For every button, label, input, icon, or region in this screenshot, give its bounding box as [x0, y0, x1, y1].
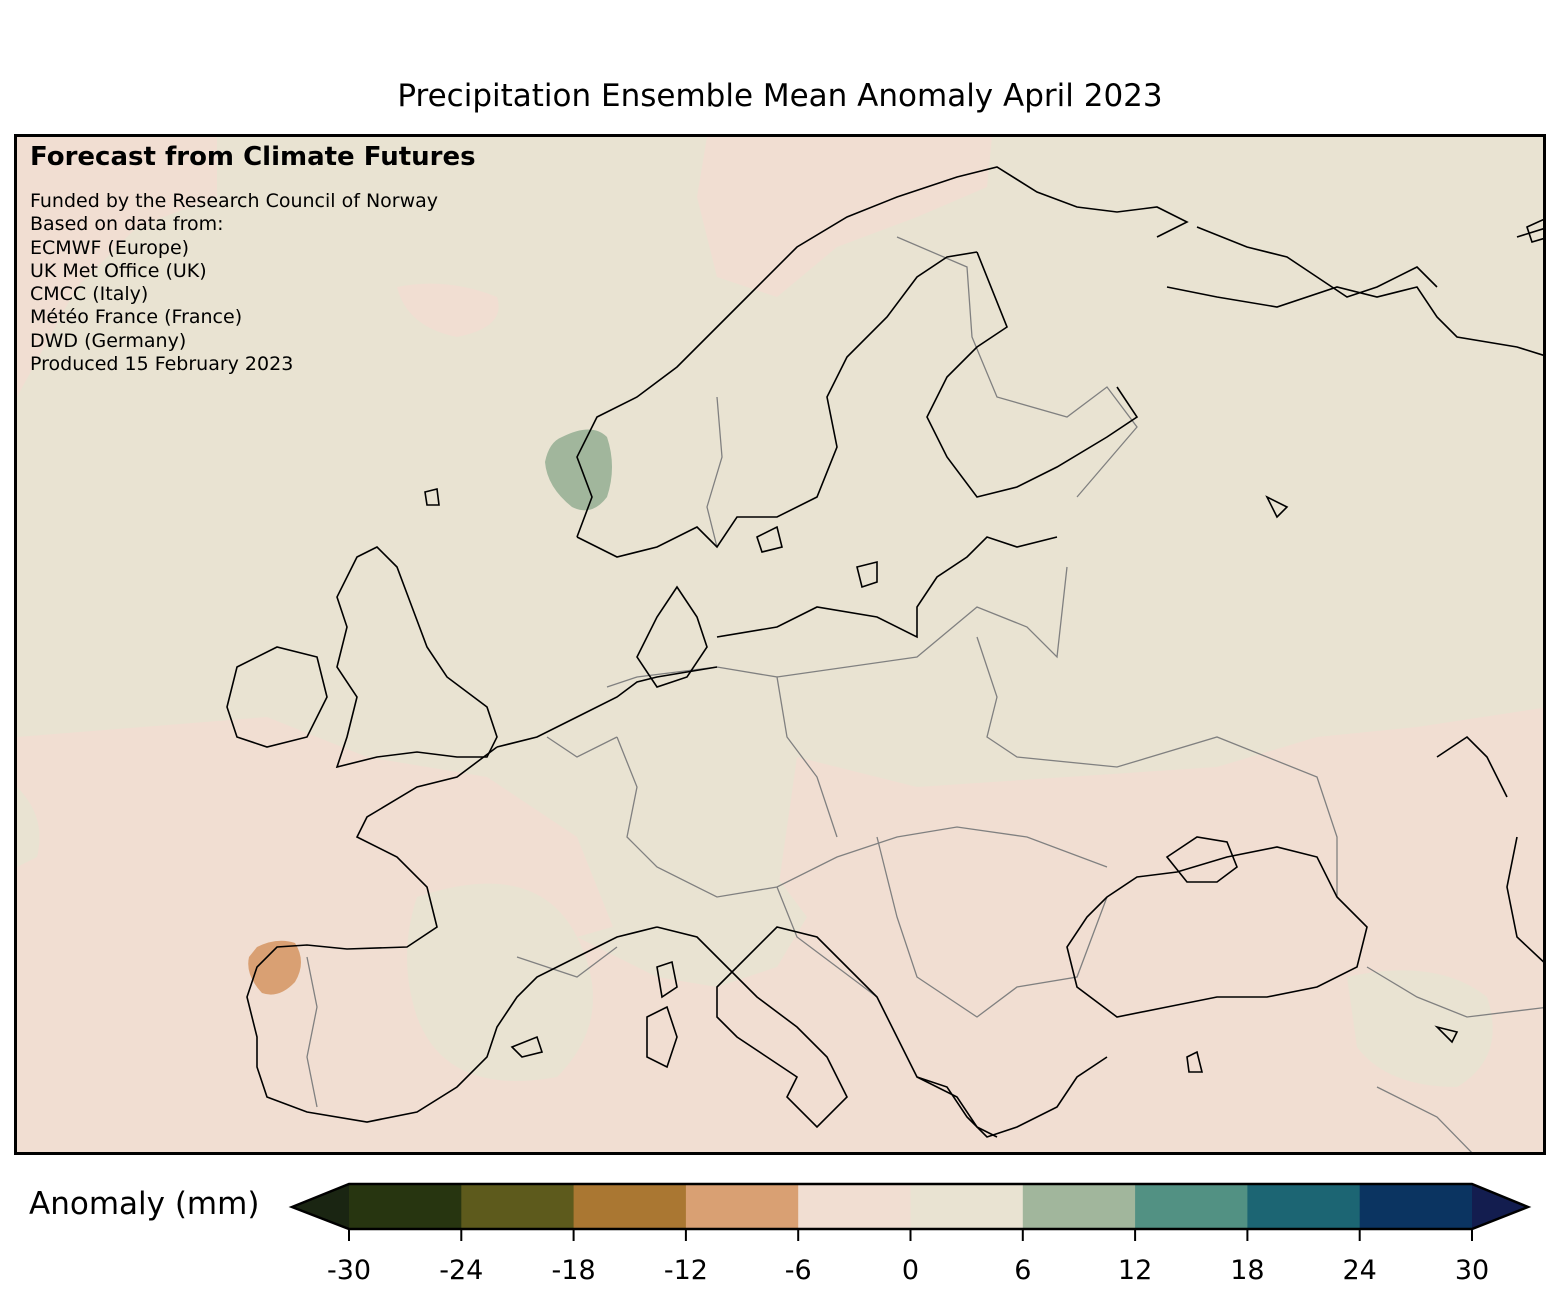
- neutral-iberia-interior: [407, 883, 593, 1081]
- wet-anomaly-norway: [545, 429, 612, 511]
- colorbar-segment: [685, 1184, 799, 1229]
- colorbar-segment: [1022, 1184, 1136, 1229]
- colorbar-segment: [910, 1184, 1024, 1229]
- colorbar-tick-label: -12: [663, 1255, 708, 1286]
- neutral-caucasus: [1347, 970, 1493, 1087]
- dry-anomaly-galicia: [248, 940, 301, 995]
- colorbar-ticks: [348, 1229, 1473, 1241]
- colorbar-tick-label: 6: [1014, 1255, 1032, 1286]
- neutral-alps: [577, 877, 807, 987]
- colorbar-tick-label: 30: [1454, 1255, 1490, 1286]
- credits-line: ECMWF (Europe): [30, 236, 190, 259]
- map-canvas: [17, 137, 1543, 1152]
- coastlines: [226, 166, 1543, 1138]
- colorbar-tick-label: 24: [1342, 1255, 1377, 1286]
- colorbar-tick-label: 0: [901, 1255, 920, 1286]
- colorbar-segment: [1135, 1184, 1248, 1229]
- credits-line: Météo France (France): [30, 306, 243, 329]
- colorbar-extend-high: [1472, 1184, 1528, 1229]
- credits-block: Forecast from Climate Futures Funded by …: [30, 142, 476, 376]
- colorbar-tick-label: -30: [326, 1255, 372, 1286]
- colorbar-tick-label: -18: [551, 1255, 596, 1286]
- chart-title: Precipitation Ensemble Mean Anomaly Apri…: [397, 78, 1163, 114]
- colorbar-segment: [573, 1184, 687, 1229]
- dry-zone-patch: [397, 283, 499, 337]
- colorbar-label: Anomaly (mm): [29, 1186, 260, 1222]
- dry-zone-north-sea: [697, 137, 992, 297]
- dry-zone-northwest: [17, 137, 217, 397]
- colorbar-tick-label: 12: [1117, 1255, 1153, 1286]
- colorbar-extend-low: [292, 1184, 349, 1229]
- anomaly-neutral-region: [17, 787, 1493, 1087]
- islands: [424, 218, 1543, 1073]
- colorbar: [288, 1182, 1532, 1241]
- map-panel: [14, 134, 1546, 1155]
- colorbar-tick-label: 18: [1230, 1255, 1265, 1286]
- colorbar-segment: [349, 1184, 462, 1229]
- credits-line: UK Met Office (UK): [30, 259, 207, 282]
- colorbar-segment: [461, 1184, 575, 1229]
- colorbar-segment: [1359, 1184, 1473, 1229]
- credits-line: Funded by the Research Council of Norway: [30, 190, 439, 212]
- colorbar-tick-label: -24: [439, 1255, 484, 1286]
- credits-line: Based on data from:: [30, 213, 224, 236]
- credits-heading: Forecast from Climate Futures: [30, 142, 476, 172]
- colorbar-segment: [798, 1184, 911, 1229]
- credits-line: Produced 15 February 2023: [30, 353, 294, 376]
- colorbar-segment: [1247, 1184, 1361, 1229]
- country-borders: [306, 236, 1543, 1152]
- neutral-atlantic-edge: [17, 787, 40, 867]
- credits-line: CMCC (Italy): [30, 283, 149, 306]
- colorbar-tick-label: -6: [784, 1255, 812, 1286]
- credits-line: DWD (Germany): [30, 329, 187, 352]
